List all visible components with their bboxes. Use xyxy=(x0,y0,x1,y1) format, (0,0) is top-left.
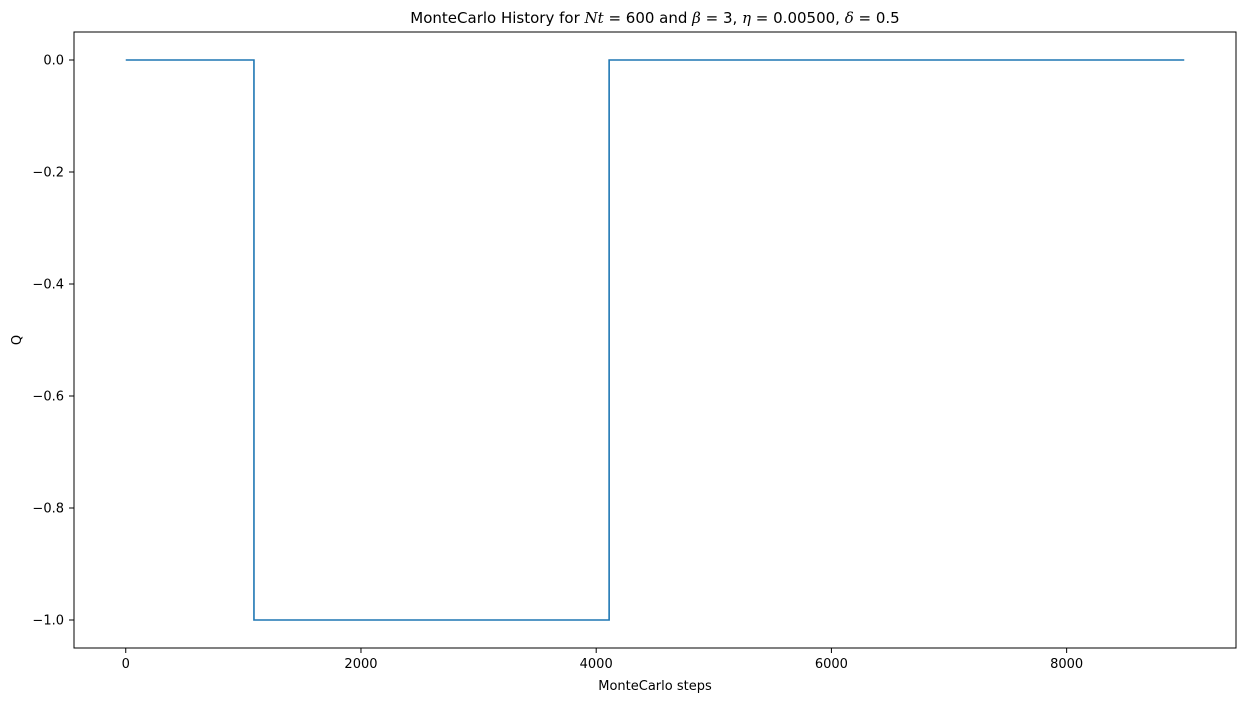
y-tick-label: −0.2 xyxy=(32,166,64,181)
chart-title-part: = 0.5 xyxy=(854,9,900,27)
y-tick-label: −0.6 xyxy=(32,390,64,405)
x-tick-label: 8000 xyxy=(1050,657,1083,672)
y-tick-label: −0.4 xyxy=(32,278,64,293)
y-axis-label: Q xyxy=(10,335,25,345)
chart-title: MonteCarlo History for Nt = 600 and β = … xyxy=(410,9,899,27)
series-line xyxy=(125,59,1185,621)
chart-title-part: = 3, xyxy=(701,9,742,27)
x-tick-label: 0 xyxy=(122,657,130,672)
y-tick-label: −1.0 xyxy=(32,614,64,629)
y-axis-ticks: 0.0 −0.2 −0.4 −0.6 −0.8 −1.0 xyxy=(32,54,74,629)
plot-area-frame xyxy=(73,31,1237,649)
series-group xyxy=(125,59,1185,621)
chart-title-part: = 600 and xyxy=(604,9,693,27)
x-axis-ticks: 0 2000 4000 6000 8000 xyxy=(122,648,1083,672)
chart-title-part: = 0.00500, xyxy=(751,9,845,27)
x-tick-label: 4000 xyxy=(580,657,613,672)
chart-title-part: δ xyxy=(845,9,854,27)
x-tick-label: 2000 xyxy=(344,657,377,672)
chart-title-part: β xyxy=(691,9,701,27)
y-tick-label: 0.0 xyxy=(43,54,64,69)
x-tick-label: 6000 xyxy=(815,657,848,672)
chart-title-part: η xyxy=(742,9,751,27)
y-tick-label: −0.8 xyxy=(32,502,64,517)
chart-title-part: Nt xyxy=(584,9,605,27)
x-axis-label: MonteCarlo steps xyxy=(598,679,712,694)
chart-title-part: MonteCarlo History for xyxy=(410,9,584,27)
